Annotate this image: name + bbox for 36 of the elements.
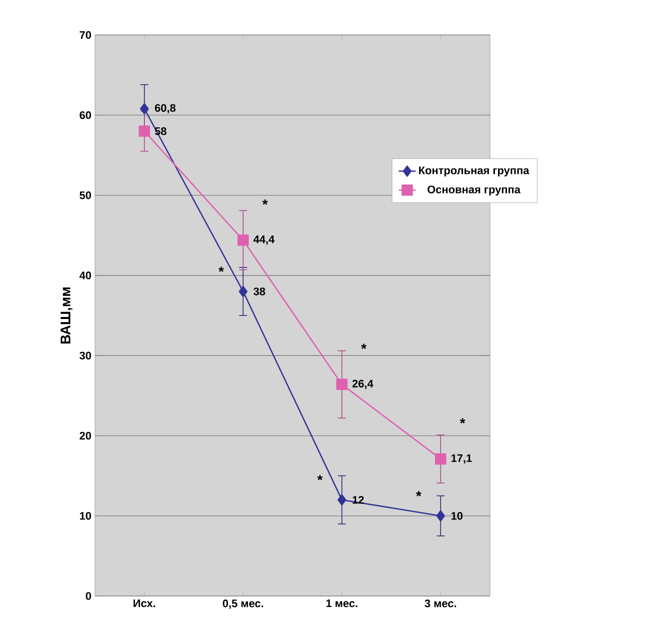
x-tick-label: Исх. [134,600,156,608]
annotation: * [460,418,466,424]
legend-label: Основная группа [428,186,521,196]
point [337,494,346,506]
annotation: * [416,491,422,496]
annotation: * [262,200,268,205]
point [436,510,446,522]
point [237,234,249,246]
point [238,286,248,298]
y-tick-label: 60 [80,111,92,120]
x-tick-label: 0,5 мес. [222,600,264,609]
annotation: * [218,266,224,272]
legend-label: Контрольная группа [419,166,530,176]
y-tick-label: 10 [80,512,92,520]
point [434,453,446,465]
y-tick-label: 50 [80,191,92,200]
data-label: 38 [254,288,266,296]
annotation: * [361,344,366,349]
data-label: 60,8 [154,104,176,114]
data-label: 10 [451,512,463,520]
y-tick-label: 40 [79,272,92,280]
data-label: 12 [352,496,364,504]
y-tick-label: 70 [80,31,92,39]
point [336,378,348,390]
data-label: 26,4 [352,380,374,390]
point [140,103,149,114]
x-tick-label: 3 мес. [424,600,456,608]
x-tick-label: 1 мес. [326,600,358,608]
y-tick-label: 20 [80,432,92,440]
annotation: * [317,475,323,480]
point [138,126,150,137]
y-tick-label: 0 [86,592,92,600]
data-label: 17,1 [451,454,472,464]
y-axis-title: ВАШ,мм [60,287,72,344]
y-tick-label: 30 [80,352,92,360]
data-label: 44,4 [253,236,275,245]
